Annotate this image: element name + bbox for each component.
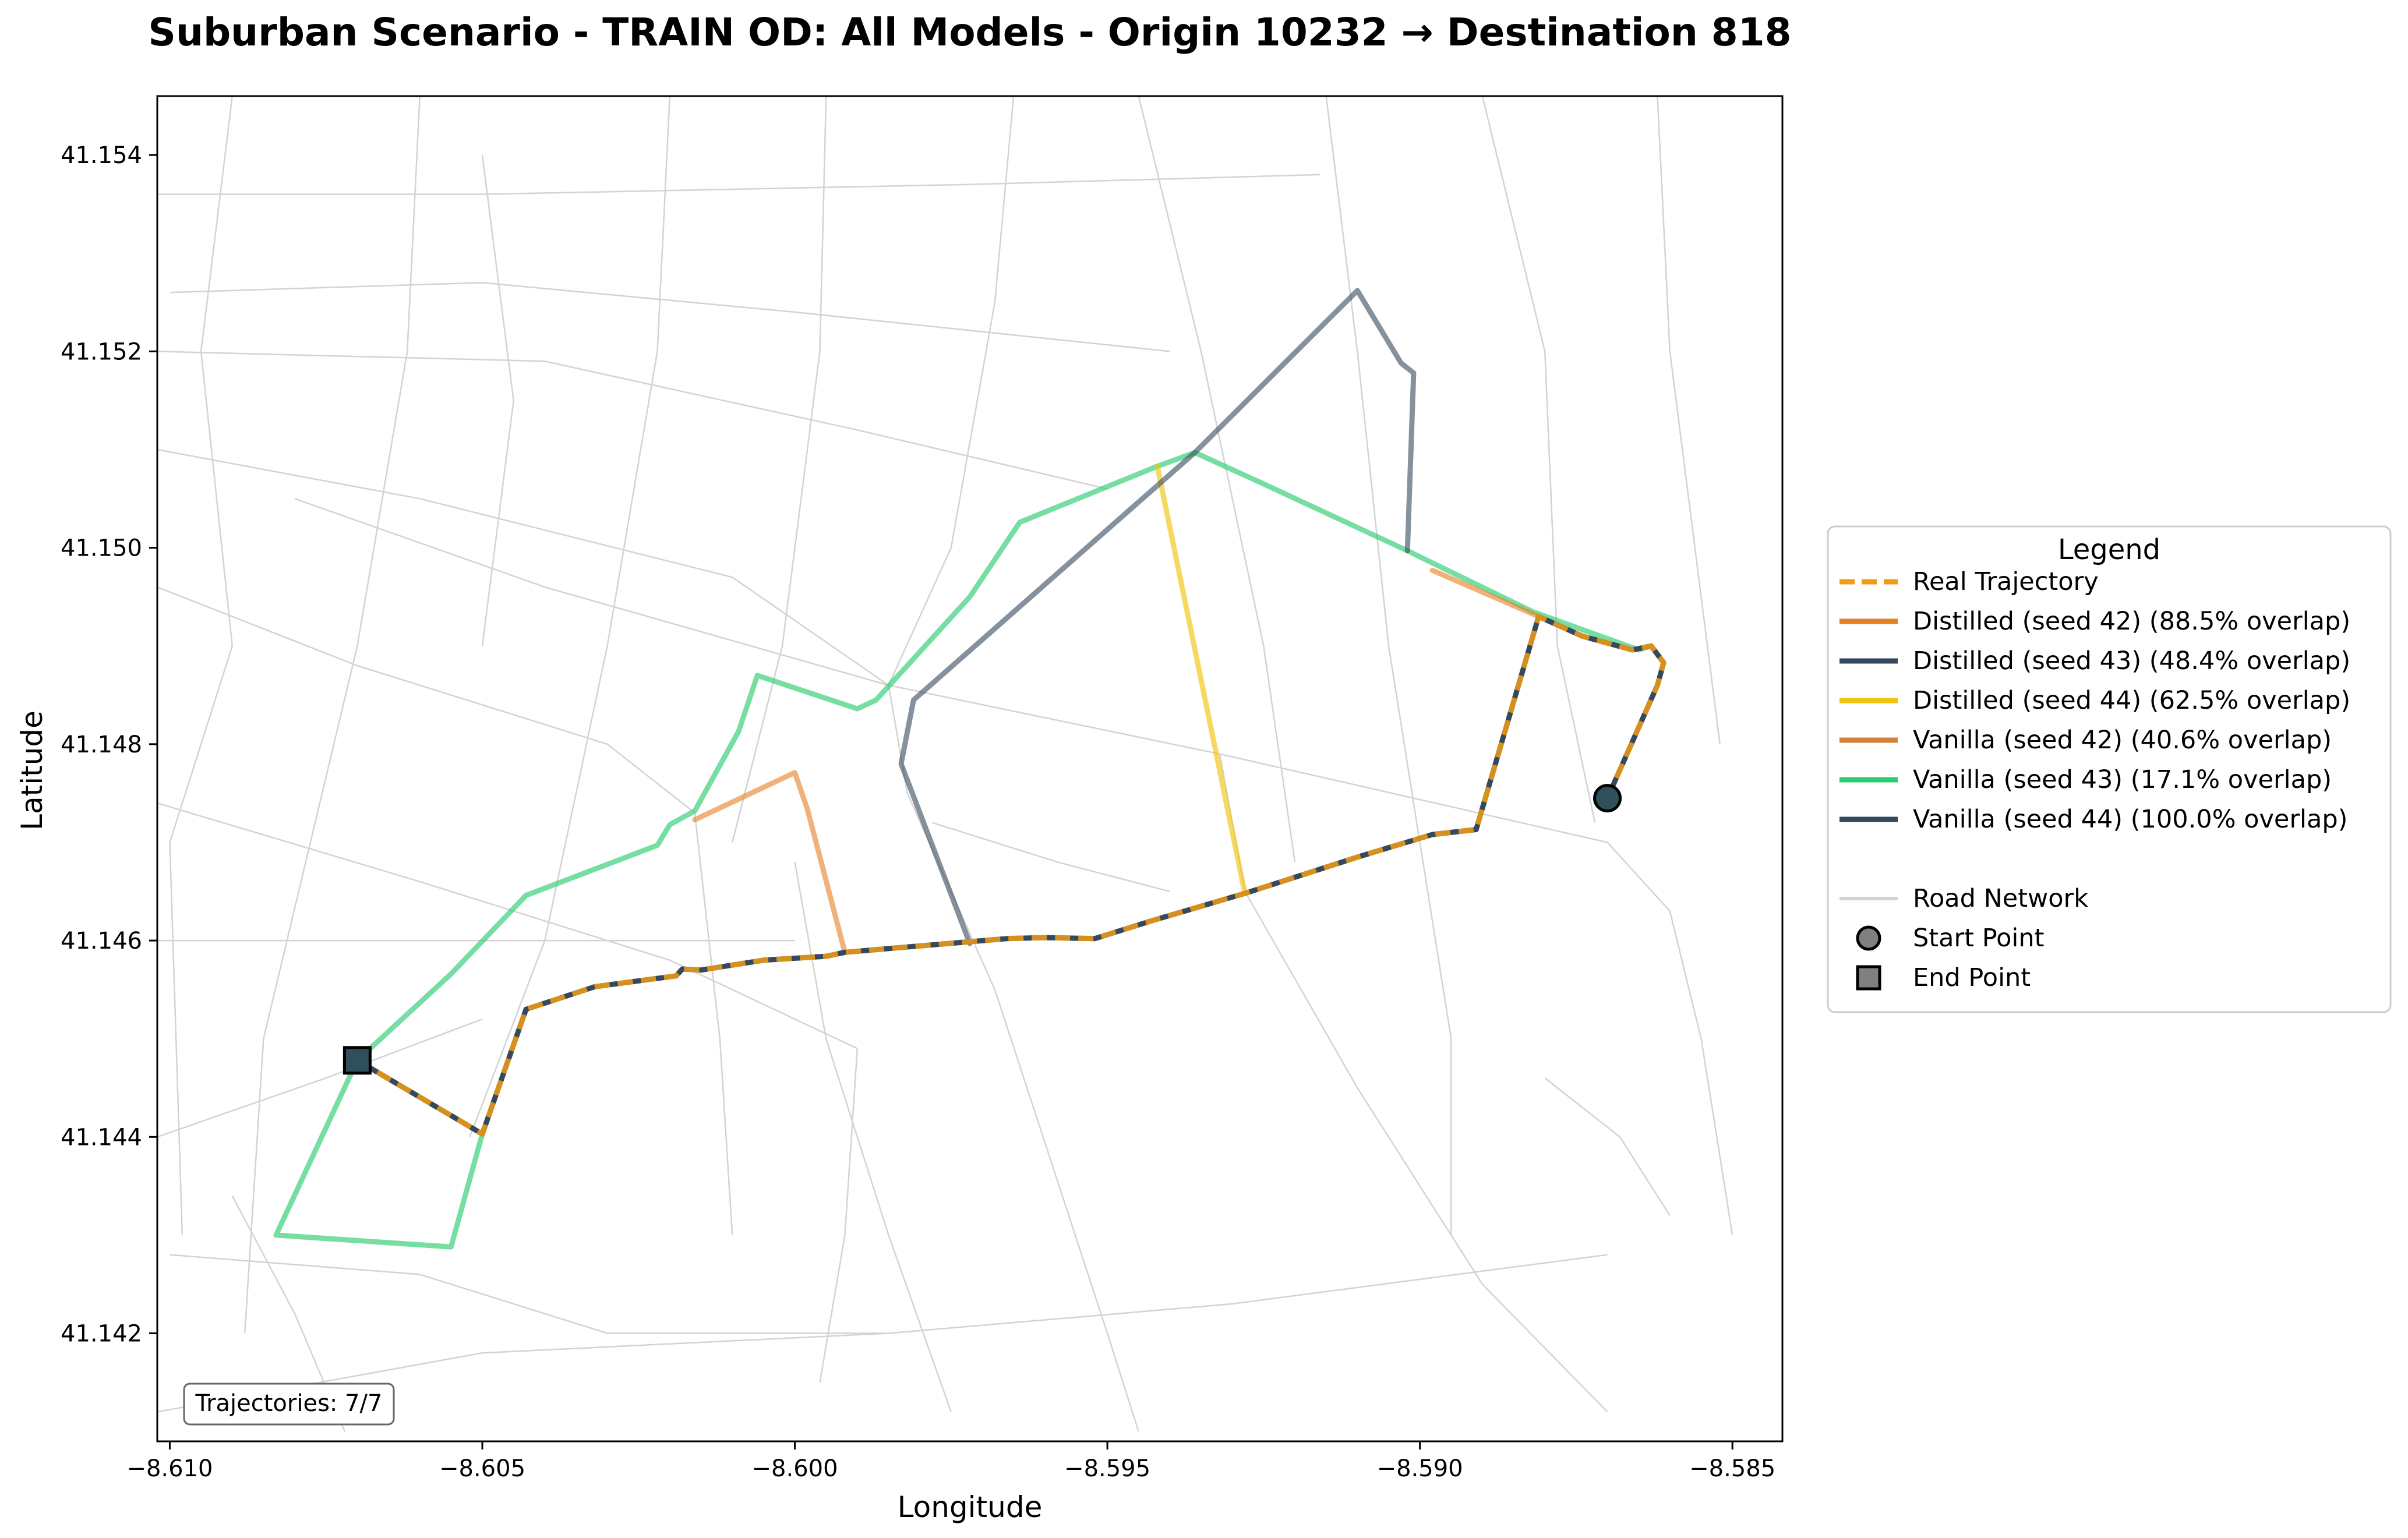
y-tick-label: 41.142 bbox=[61, 1321, 142, 1348]
legend-label: Road Network bbox=[1913, 884, 2088, 913]
od-markers bbox=[343, 784, 1622, 1075]
end-point-marker bbox=[343, 1046, 372, 1075]
legend-label: Distilled (seed 43) (48.4% overlap) bbox=[1913, 646, 2350, 676]
road-segment-17 bbox=[1138, 96, 1296, 862]
road-segment-24 bbox=[694, 812, 733, 1235]
legend-label: Vanilla (seed 43) (17.1% overlap) bbox=[1913, 765, 2332, 794]
road-network bbox=[157, 96, 1733, 1432]
road-segment-1 bbox=[170, 282, 1170, 352]
x-tick-label: −8.600 bbox=[752, 1455, 838, 1482]
x-tick-label: −8.605 bbox=[439, 1455, 525, 1482]
legend-entry: End Point bbox=[1856, 963, 2031, 992]
series-line-5 bbox=[898, 288, 1417, 946]
x-tick-label: −8.610 bbox=[126, 1455, 213, 1482]
legend-label: Distilled (seed 42) (88.5% overlap) bbox=[1913, 607, 2350, 636]
road-segment-8 bbox=[157, 1018, 483, 1138]
road-segment-19 bbox=[1481, 96, 1596, 823]
legend-handle bbox=[1856, 925, 1881, 951]
x-tick-label: −8.595 bbox=[1064, 1455, 1150, 1482]
road-segment-2 bbox=[157, 351, 1108, 490]
road-segment-21 bbox=[794, 861, 952, 1412]
road-segment-3 bbox=[157, 448, 889, 686]
start-point-marker bbox=[1593, 784, 1622, 813]
plot-area bbox=[157, 96, 1782, 1441]
road-segment-28 bbox=[932, 822, 1170, 893]
road-segment-14 bbox=[469, 96, 671, 1137]
x-axis-label: Longitude bbox=[898, 1490, 1043, 1524]
legend-entry: Distilled (seed 43) (48.4% overlap) bbox=[1839, 646, 2350, 676]
road-segment-20 bbox=[1657, 96, 1721, 744]
road-segment-18 bbox=[1325, 96, 1452, 1235]
road-segment-25 bbox=[819, 1048, 859, 1383]
y-axis-ticks: 41.142 41.144 41.146 41.148 41.150 41.152 41.1… bbox=[61, 142, 157, 1348]
y-axis-label: Latitude bbox=[15, 710, 49, 830]
chart-title: Suburban Scenario - TRAIN OD: All Models… bbox=[148, 10, 1791, 55]
legend: Legend Real Trajectory Distilled (seed 42… bbox=[1827, 525, 2392, 1013]
legend-label: Distilled (seed 44) (62.5% overlap) bbox=[1913, 686, 2350, 715]
x-tick-label: −8.585 bbox=[1689, 1455, 1775, 1482]
series-line-4 bbox=[1154, 464, 1248, 896]
legend-entry: Vanilla (seed 42) (40.6% overlap) bbox=[1839, 726, 2332, 755]
y-tick-label: 41.154 bbox=[61, 142, 142, 169]
legend-label: Vanilla (seed 44) (100.0% overlap) bbox=[1913, 805, 2347, 834]
legend-entry: Distilled (seed 42) (88.5% overlap) bbox=[1839, 607, 2350, 636]
x-tick-label: −8.590 bbox=[1377, 1455, 1463, 1482]
y-tick-label: 41.148 bbox=[61, 731, 142, 758]
road-segment-23 bbox=[1606, 842, 1733, 1236]
road-segment-6 bbox=[157, 802, 858, 1049]
legend-entry: Road Network bbox=[1839, 884, 2088, 913]
legend-entry: Vanilla (seed 44) (100.0% overlap) bbox=[1839, 805, 2347, 834]
y-tick-label: 41.146 bbox=[61, 928, 142, 954]
legend-entry: Start Point bbox=[1856, 924, 2044, 953]
legend-title: Legend bbox=[2058, 533, 2160, 566]
road-segment-0 bbox=[157, 174, 1320, 195]
road-segment-11 bbox=[169, 96, 234, 1235]
trajectory-series bbox=[273, 288, 1666, 1250]
x-axis-ticks: −8.610 −8.605 −8.600 −8.595 −8.590 −8.585 bbox=[126, 1441, 1775, 1482]
road-segment-12 bbox=[243, 96, 421, 1334]
trajectory-count-text: Trajectories: 7/7 bbox=[195, 1390, 383, 1417]
road-segment-15 bbox=[731, 96, 827, 843]
trajectory-count-annotation: Trajectories: 7/7 bbox=[183, 1383, 395, 1426]
series-line-3 bbox=[1429, 567, 1541, 620]
legend-label: Real Trajectory bbox=[1913, 567, 2099, 596]
y-tick-label: 41.144 bbox=[61, 1124, 142, 1151]
legend-label: Start Point bbox=[1913, 924, 2044, 953]
y-tick-label: 41.150 bbox=[61, 535, 142, 562]
legend-label: Vanilla (seed 42) (40.6% overlap) bbox=[1913, 726, 2332, 755]
y-tick-label: 41.152 bbox=[61, 338, 142, 365]
road-segment-27 bbox=[1544, 1077, 1671, 1216]
road-segment-9 bbox=[170, 1254, 1608, 1334]
road-segment-5 bbox=[157, 586, 695, 814]
legend-entry: Distilled (seed 44) (62.5% overlap) bbox=[1839, 686, 2350, 715]
series-line-2 bbox=[692, 770, 848, 955]
series-line-0 bbox=[354, 450, 1666, 1063]
road-segment-13 bbox=[481, 155, 514, 646]
legend-handle bbox=[1856, 965, 1881, 991]
series-line-7 bbox=[356, 614, 1666, 1137]
legend-entry: Real Trajectory bbox=[1839, 567, 2099, 596]
legend-label: End Point bbox=[1913, 963, 2031, 992]
legend-entry: Vanilla (seed 43) (17.1% overlap) bbox=[1839, 765, 2332, 794]
road-segment-16 bbox=[888, 96, 1139, 1432]
plot-frame bbox=[156, 95, 1784, 1442]
series-line-1 bbox=[273, 1058, 485, 1250]
